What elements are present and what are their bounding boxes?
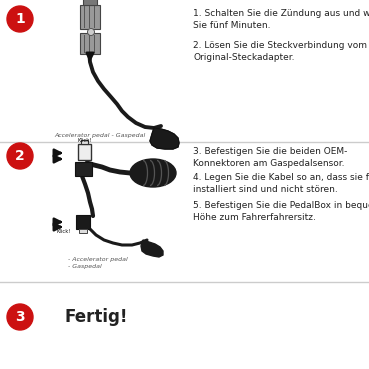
Text: 3. Befestigen Sie die beiden OEM-
Konnektoren am Gaspedalsensor.: 3. Befestigen Sie die beiden OEM- Konnek…: [193, 147, 347, 169]
Text: - Accelerator pedal
- Gaspedal: - Accelerator pedal - Gaspedal: [68, 257, 128, 269]
Text: 1: 1: [15, 12, 25, 26]
Text: Accelerator pedal - Gaspedal: Accelerator pedal - Gaspedal: [54, 133, 146, 138]
Bar: [80, 33, 100, 54]
Text: Klick!: Klick!: [56, 229, 71, 234]
Bar: [83, 0, 97, 5]
Polygon shape: [150, 128, 179, 149]
Text: 5. Befestigen Sie die PedalBox in bequemer
Höhe zum Fahrerfahrersitz.: 5. Befestigen Sie die PedalBox in bequem…: [193, 201, 369, 223]
Text: 3: 3: [15, 310, 25, 324]
Text: Klick!: Klick!: [78, 138, 92, 143]
Circle shape: [7, 304, 33, 330]
Text: 2: 2: [15, 149, 25, 163]
Bar: [80, 5, 100, 29]
Circle shape: [87, 28, 94, 35]
Text: 2. Lösen Sie die Steckverbindung vom
Original-Steckadapter.: 2. Lösen Sie die Steckverbindung vom Ori…: [193, 41, 367, 62]
Polygon shape: [141, 240, 163, 257]
Bar: [79, 229, 87, 233]
Bar: [81, 140, 88, 144]
Circle shape: [7, 143, 33, 169]
Text: 4. Legen Sie die Kabel so an, dass sie fest
installiert sind und nicht stören.: 4. Legen Sie die Kabel so an, dass sie f…: [193, 173, 369, 194]
Bar: [78, 144, 91, 160]
Bar: [76, 215, 90, 229]
Text: 1. Schalten Sie die Zündung aus und warten
Sie fünf Minuten.: 1. Schalten Sie die Zündung aus und wart…: [193, 9, 369, 31]
Bar: [75, 162, 92, 176]
Text: Fertig!: Fertig!: [65, 308, 128, 326]
Ellipse shape: [130, 159, 176, 187]
Circle shape: [7, 6, 33, 32]
